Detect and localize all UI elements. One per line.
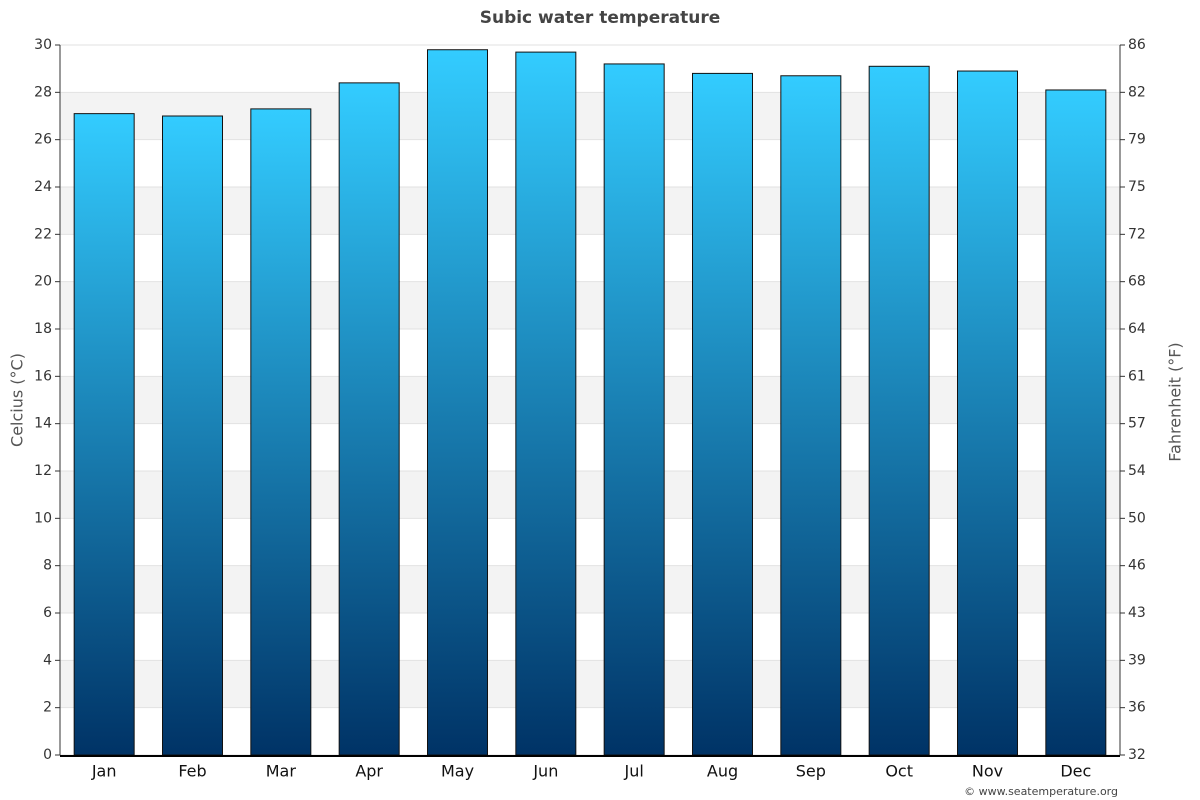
y-tick-label: 26 xyxy=(34,132,52,148)
x-tick-label: Mar xyxy=(266,762,297,781)
bar xyxy=(338,82,400,756)
chart-title: Subic water temperature xyxy=(480,8,721,28)
y-tick-label: 16 xyxy=(34,368,52,384)
x-tick-label: Jan xyxy=(91,762,117,781)
bar xyxy=(957,70,1018,756)
x-tick-label: Sep xyxy=(796,762,826,781)
y-tick-label: 10 xyxy=(34,510,52,526)
x-tick-label: Dec xyxy=(1060,762,1091,781)
bar xyxy=(692,72,753,756)
y2-tick-label: 75 xyxy=(1128,179,1146,195)
y-tick-label: 4 xyxy=(43,652,52,668)
y2-tick-label: 72 xyxy=(1128,226,1146,242)
bar xyxy=(73,113,135,756)
bar xyxy=(515,51,577,756)
y2-axis-title: Fahrenheit (°F) xyxy=(1166,342,1185,461)
bar xyxy=(868,65,930,756)
grid-band xyxy=(60,281,1120,329)
background xyxy=(60,44,1120,756)
grid-band xyxy=(60,565,1120,613)
y-tick-label: 28 xyxy=(34,84,52,100)
grid-band xyxy=(60,92,1120,140)
y-tick-label: 22 xyxy=(34,226,52,242)
y2-tick-label: 32 xyxy=(1128,747,1146,763)
bar xyxy=(162,115,223,756)
bar xyxy=(1045,89,1107,756)
bar xyxy=(427,49,488,756)
bar xyxy=(780,75,842,756)
grid-band xyxy=(60,660,1120,708)
y-tick-label: 8 xyxy=(43,558,52,574)
y2-tick-label: 50 xyxy=(1128,510,1146,526)
y-tick-label: 2 xyxy=(43,700,52,716)
y-tick-label: 18 xyxy=(34,321,52,337)
x-tick-label: Feb xyxy=(178,762,206,781)
y-tick-label: 20 xyxy=(34,274,52,290)
x-tick-label: Apr xyxy=(355,762,383,781)
y2-tick-label: 57 xyxy=(1128,416,1146,432)
x-tick-label: Aug xyxy=(707,762,738,781)
bar xyxy=(603,63,665,756)
grid-band xyxy=(60,471,1120,519)
y-tick-label: 24 xyxy=(34,179,52,195)
x-tick-label: May xyxy=(441,762,474,781)
y2-tick-label: 43 xyxy=(1128,605,1146,621)
y2-tick-label: 54 xyxy=(1128,463,1146,479)
y-tick-label: 6 xyxy=(43,605,52,621)
grid-band xyxy=(60,376,1120,424)
x-tick-label: Oct xyxy=(885,762,913,781)
y-tick-label: 14 xyxy=(34,416,52,432)
y2-tick-label: 68 xyxy=(1128,274,1146,290)
y-tick-label: 12 xyxy=(34,463,52,479)
y-tick-label: 30 xyxy=(34,37,52,53)
y-axis-title: Celcius (°C) xyxy=(8,353,27,447)
grid-band xyxy=(60,187,1120,235)
y2-tick-label: 39 xyxy=(1128,652,1146,668)
y-tick-label: 0 xyxy=(43,747,52,763)
y2-tick-label: 79 xyxy=(1128,132,1146,148)
x-tick-label: Nov xyxy=(972,762,1003,781)
bar xyxy=(250,108,312,756)
y2-tick-label: 64 xyxy=(1128,321,1146,337)
footer: © www.seatemperature.org xyxy=(964,785,1118,798)
y2-tick-label: 36 xyxy=(1128,700,1146,716)
x-tick-label: Jul xyxy=(624,762,644,781)
x-tick-label: Jun xyxy=(532,762,558,781)
y2-tick-label: 82 xyxy=(1128,84,1146,100)
y2-tick-label: 86 xyxy=(1128,37,1146,53)
y2-tick-label: 46 xyxy=(1128,558,1146,574)
y2-tick-label: 61 xyxy=(1128,368,1146,384)
